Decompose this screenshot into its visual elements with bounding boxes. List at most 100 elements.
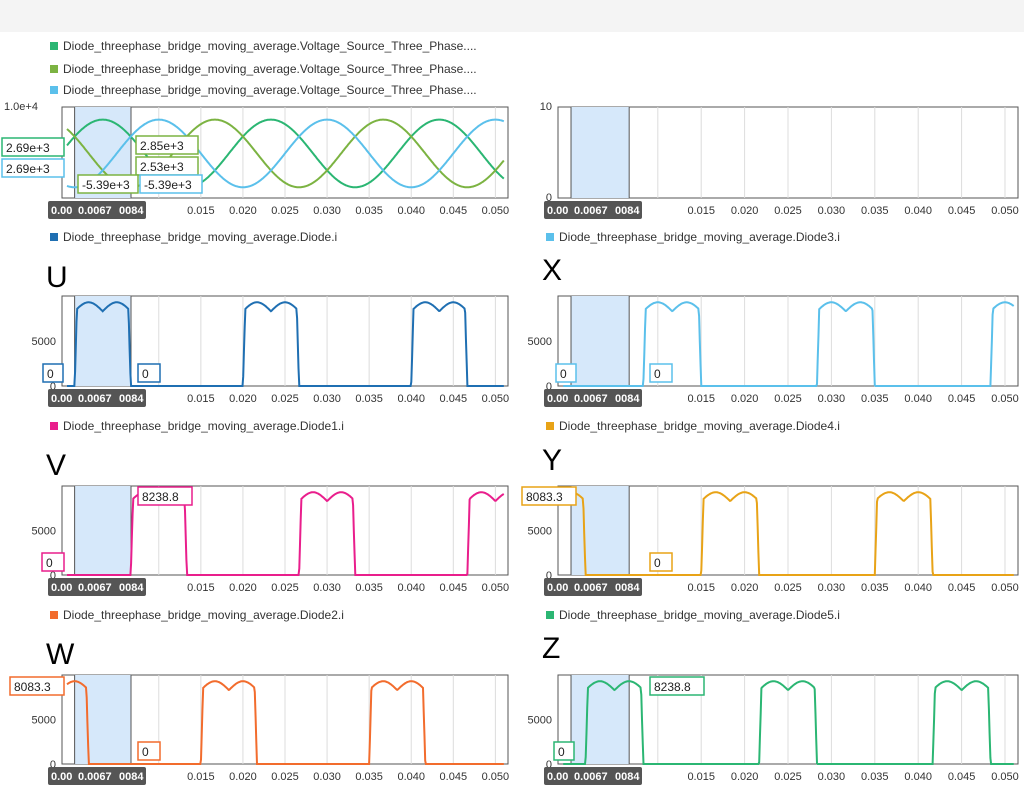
legend-label[interactable]: Diode_threephase_bridge_moving_average.V… — [63, 83, 477, 97]
x-tick-label: 0084 — [119, 205, 144, 217]
legend-label[interactable]: Diode_threephase_bridge_moving_average.V… — [63, 39, 477, 53]
panel-label: U — [46, 261, 68, 294]
panel-label: Y — [542, 444, 562, 477]
x-tick-label: 0.050 — [991, 582, 1019, 594]
x-tick-label: 0.020 — [229, 771, 257, 783]
x-tick-label: 0.040 — [397, 393, 425, 405]
x-tick-label: 0.0067 — [574, 205, 608, 217]
series-line — [563, 301, 1015, 387]
panel-label: W — [46, 638, 75, 671]
chart-panel-4: Diode_threephase_bridge_moving_average.D… — [32, 419, 509, 596]
x-tick-label: 0.015 — [187, 393, 215, 405]
data-label-box — [137, 363, 161, 383]
data-label-box — [1, 137, 65, 157]
data-label-box — [137, 741, 161, 761]
x-tick-label: 0.015 — [687, 771, 715, 783]
cursor-window — [571, 296, 630, 386]
y-tick-label: 5000 — [32, 715, 56, 727]
legend-label[interactable]: Diode_threephase_bridge_moving_average.D… — [63, 419, 344, 433]
cursor-badge — [544, 578, 642, 596]
data-label: -5.39e+3 — [82, 178, 130, 192]
legend-swatch — [50, 233, 58, 241]
y-tick-label: 1.0e+4 — [4, 101, 38, 113]
x-tick-label: 0.025 — [271, 393, 299, 405]
y-tick-label: 5000 — [32, 336, 56, 348]
x-tick-label: 0.025 — [774, 582, 802, 594]
legend-label[interactable]: Diode_threephase_bridge_moving_average.D… — [63, 230, 337, 244]
x-tick-label: 0.0067 — [574, 393, 608, 405]
y-tick-label: 0 — [50, 381, 56, 393]
x-tick-label: 0.030 — [818, 582, 846, 594]
x-tick-label: 0.00 — [51, 393, 72, 405]
cursor-badge — [48, 201, 146, 219]
x-tick-label: 0.015 — [187, 205, 215, 217]
legend-swatch — [50, 65, 58, 73]
series-line — [66, 118, 505, 189]
data-label-box — [9, 676, 65, 696]
series-line — [563, 680, 1014, 765]
cursor-badge — [48, 578, 146, 596]
data-label-box — [77, 174, 139, 194]
x-tick-label: 0.020 — [731, 771, 759, 783]
x-tick-label: 0.025 — [271, 205, 299, 217]
top-bar — [0, 0, 1024, 32]
data-label: 0 — [46, 556, 53, 570]
data-label: 8083.3 — [526, 490, 563, 504]
legend-label[interactable]: Diode_threephase_bridge_moving_average.D… — [559, 608, 840, 622]
data-label-box — [42, 363, 64, 383]
data-label: 0 — [142, 367, 149, 381]
x-tick-label: 0.0067 — [78, 205, 112, 217]
x-tick-label: 0.030 — [313, 771, 341, 783]
legend-label[interactable]: Diode_threephase_bridge_moving_average.V… — [63, 62, 477, 76]
cursor-badge — [48, 767, 146, 785]
x-tick-label: 0.015 — [687, 205, 715, 217]
legend-label[interactable]: Diode_threephase_bridge_moving_average.D… — [63, 608, 344, 622]
x-tick-label: 0084 — [119, 582, 144, 594]
x-tick-label: 0.045 — [440, 582, 468, 594]
x-tick-label: 0.025 — [271, 771, 299, 783]
y-tick-label: 0 — [546, 570, 552, 582]
x-tick-label: 0084 — [119, 393, 144, 405]
x-tick-label: 0.015 — [687, 582, 715, 594]
data-label: 0 — [47, 367, 54, 381]
y-tick-label: 0 — [546, 381, 552, 393]
x-tick-label: 0.015 — [187, 582, 215, 594]
x-tick-label: 0.050 — [482, 205, 510, 217]
y-tick-label: 5000 — [528, 336, 552, 348]
cursor-window — [74, 296, 132, 386]
legend-label[interactable]: Diode_threephase_bridge_moving_average.D… — [559, 230, 840, 244]
panel-label: X — [542, 254, 562, 287]
x-tick-label: 0.020 — [731, 582, 759, 594]
x-tick-label: 0.035 — [861, 205, 889, 217]
x-tick-label: 0.040 — [904, 771, 932, 783]
data-label: 2.69e+3 — [6, 162, 50, 176]
x-tick-label: 0.035 — [355, 582, 383, 594]
panel-label: Z — [542, 632, 560, 665]
y-tick-label: 0 — [546, 759, 552, 771]
chart-panel-5: Diode_threephase_bridge_moving_average.D… — [521, 419, 1019, 596]
x-tick-label: 0.020 — [731, 393, 759, 405]
x-tick-label: 0.00 — [547, 393, 568, 405]
x-tick-label: 0084 — [615, 771, 640, 783]
x-tick-label: 0.045 — [948, 582, 976, 594]
x-tick-label: 0.020 — [731, 205, 759, 217]
legend-label[interactable]: Diode_threephase_bridge_moving_average.D… — [559, 419, 840, 433]
data-label: 2.53e+3 — [140, 160, 184, 174]
x-tick-label: 0.050 — [482, 771, 510, 783]
cursor-window — [571, 107, 630, 198]
x-tick-label: 0.045 — [948, 771, 976, 783]
x-tick-label: 0.025 — [271, 582, 299, 594]
cursor-window — [74, 486, 132, 575]
x-tick-label: 0.035 — [355, 205, 383, 217]
x-tick-label: 0084 — [615, 393, 640, 405]
chart-panel-1: 10 00.00 0.0067 0084 0.015 0.020 0.025 0.030 0.0… — [540, 101, 1019, 219]
cursor-badge — [544, 201, 642, 219]
x-tick-label: 0.0067 — [574, 582, 608, 594]
x-tick-label: 0.00 — [51, 582, 72, 594]
series-line — [66, 680, 504, 765]
x-tick-label: 0.00 — [51, 205, 72, 217]
y-tick-label: 0 — [50, 759, 56, 771]
y-tick-label: 0 — [546, 192, 552, 204]
chart-panel-7: Diode_threephase_bridge_moving_average.D… — [528, 608, 1019, 785]
x-tick-label: 0.0067 — [78, 393, 112, 405]
